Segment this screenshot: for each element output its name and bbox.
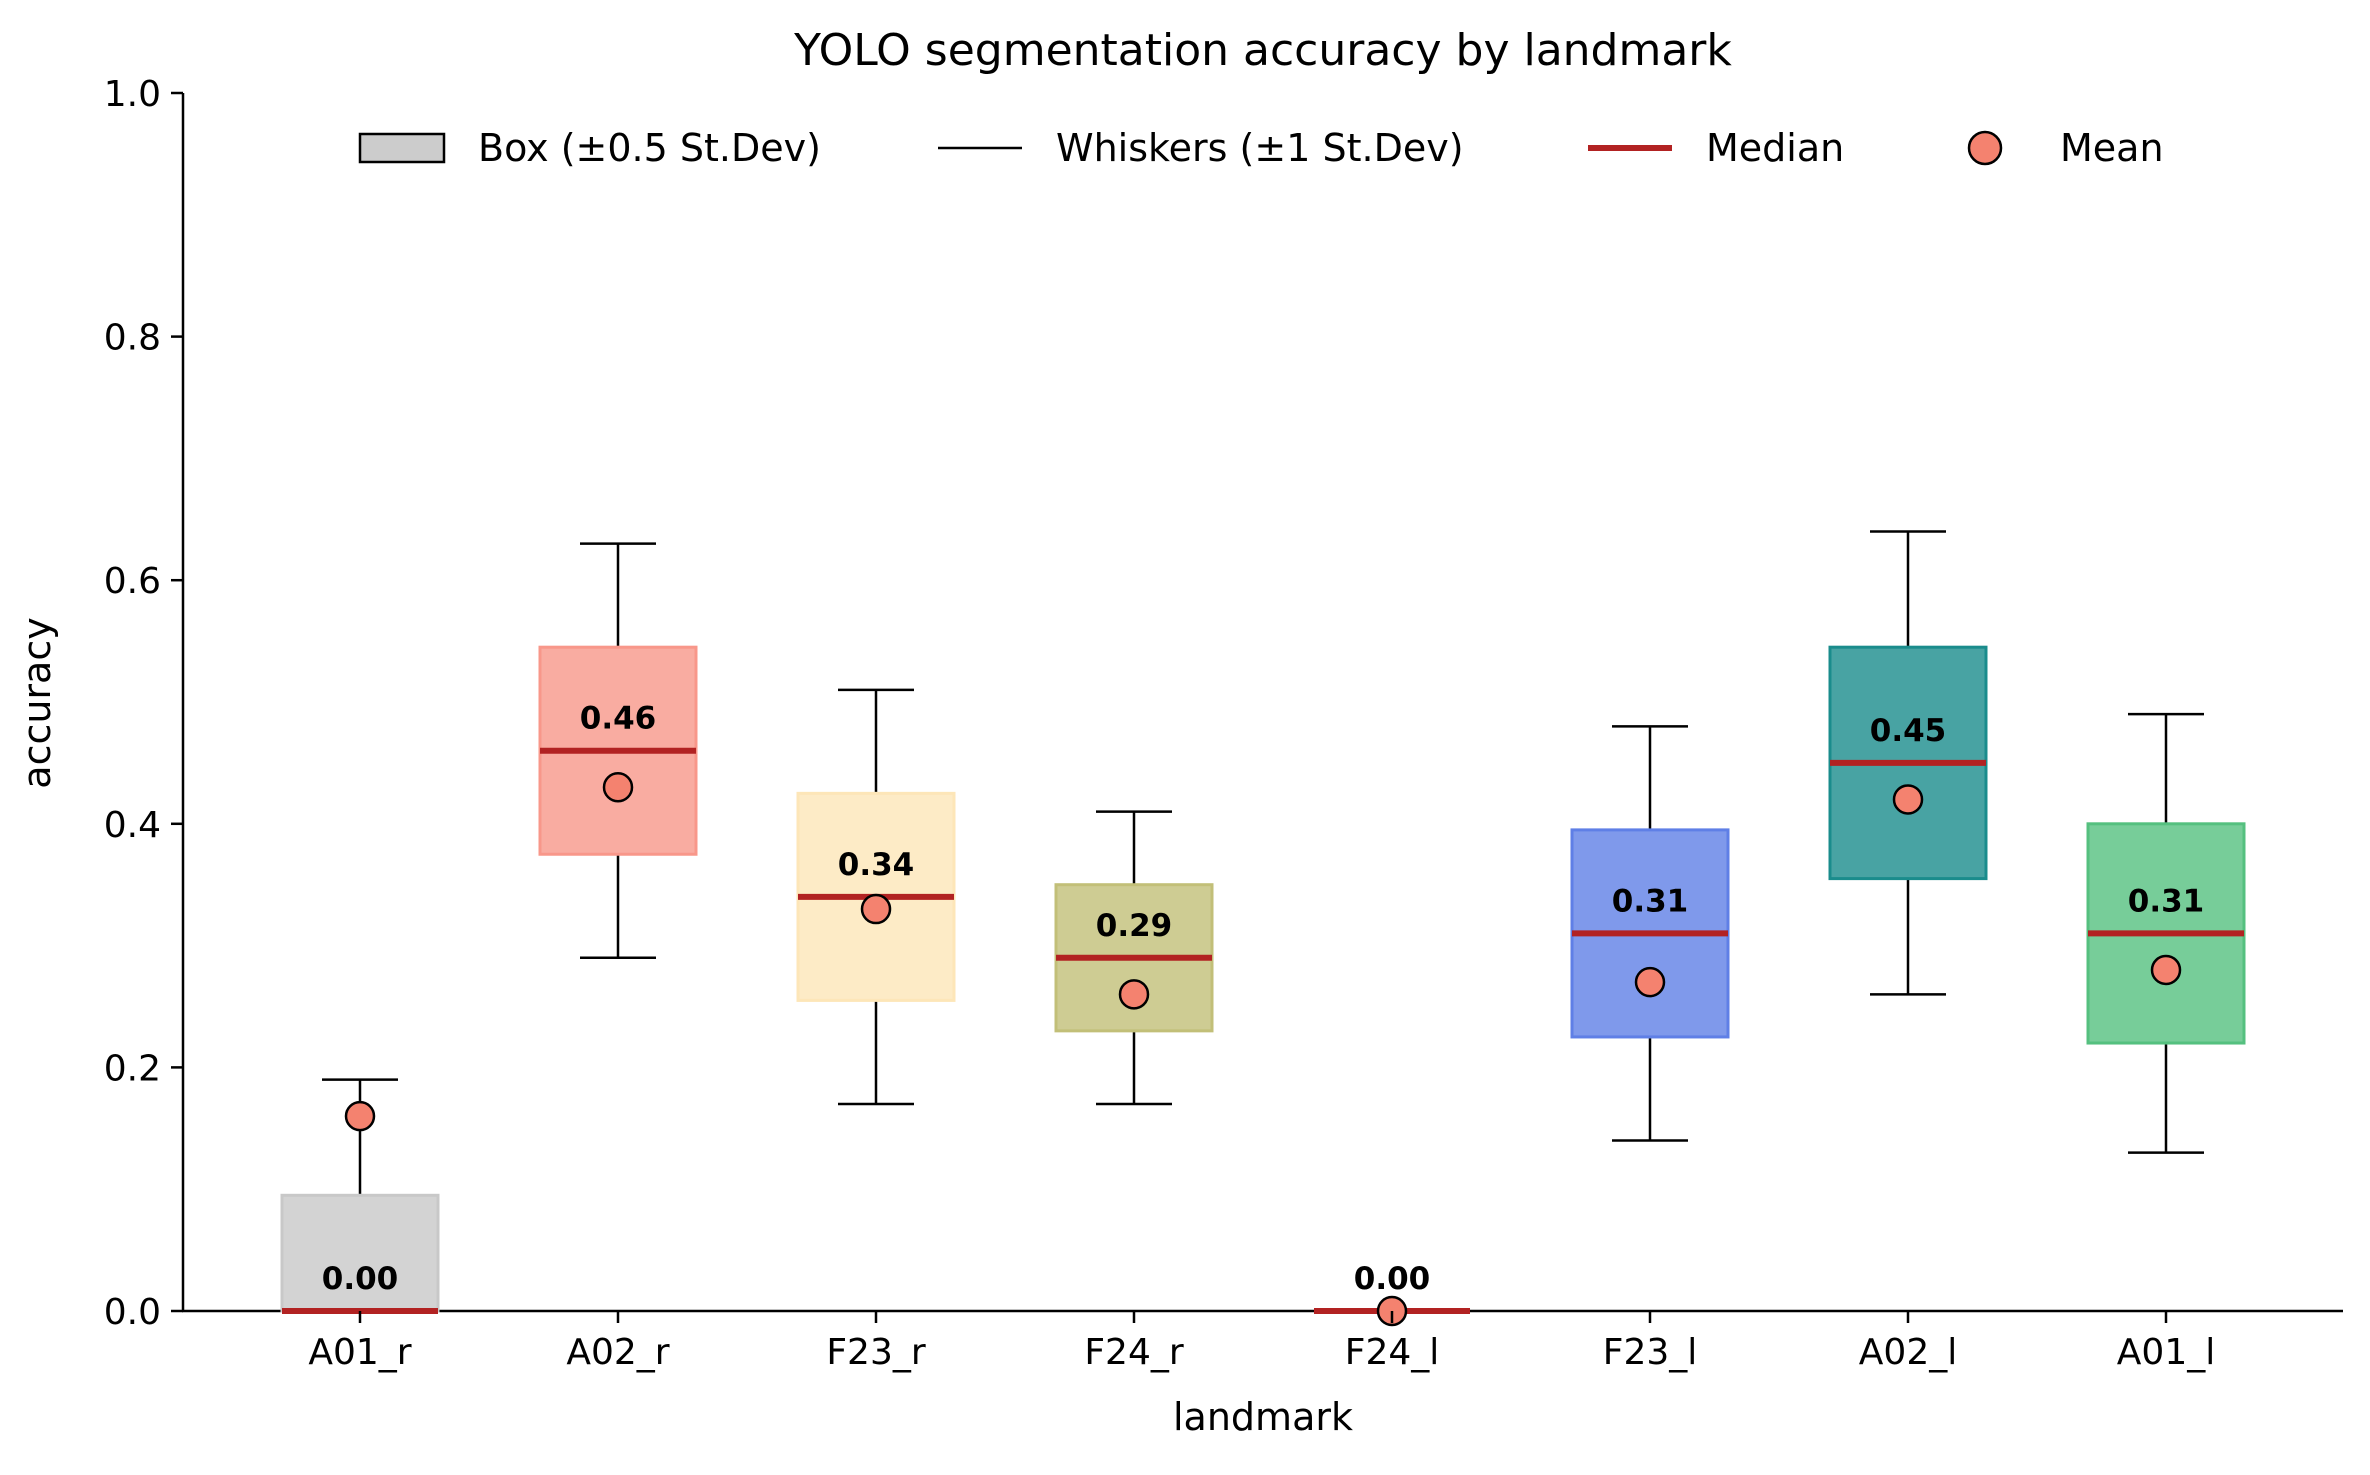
box-group-a01-l: 0.31 A01_l [2086,712,2246,1373]
mean-marker [860,893,892,925]
x-tick-label: A02_r [566,1332,669,1373]
x-tick-label: A02_l [1859,1332,1957,1373]
legend-mean-swatch [1967,130,2003,166]
legend-median-label: Median [1706,126,1844,170]
x-tick-label: F23_l [1603,1332,1698,1373]
legend-mean-label: Mean [2060,126,2164,170]
y-tick-label: 0.2 [104,1048,161,1089]
legend-box-swatch [358,132,446,164]
y-axis-label: accuracy [15,617,59,788]
box-group-a01-r: 0.00 A01_r [280,1078,440,1373]
mean-marker [1634,966,1666,998]
mean-marker [1118,979,1150,1010]
median-value-label: 0.29 [1096,908,1173,944]
median-value-label: 0.31 [2128,883,2205,919]
x-tick-label: F24_l [1345,1332,1440,1373]
mean-marker [2150,954,2182,986]
median-value-label: 0.45 [1870,713,1947,749]
box-group-a02-l: 0.45 A02_l [1828,530,1988,1373]
y-tick-label: 0.8 [104,318,161,359]
box-group-f24-r: 0.29 F24_r [1054,810,1214,1373]
median-value-label: 0.00 [322,1261,399,1297]
legend: Box (±0.5 St.Dev) Whiskers (±1 St.Dev) Med… [358,126,2164,170]
y-tick-label: 1.0 [104,74,161,115]
chart-title: YOLO segmentation accuracy by landmark [793,25,1732,76]
box-group-f23-l: 0.31 F23_l [1570,725,1730,1373]
x-tick-label: A01_l [2117,1332,2215,1373]
median-value-label: 0.34 [838,847,915,883]
plot-area: 0.0 0.2 0.4 0.6 0.8 1.0 0.00 A01_r 0.46 A02_r 0.34… [104,74,2343,1373]
mean-marker [344,1100,376,1132]
box-group-a02-r: 0.46 A02_r [538,542,698,1373]
mean-marker [602,772,634,803]
x-tick-label: F23_r [826,1332,926,1373]
x-tick-label: A01_r [308,1332,411,1373]
mean-marker [1892,784,1924,815]
median-value-label: 0.31 [1612,883,1689,919]
x-axis-label: landmark [1173,1395,1353,1439]
median-value-label: 0.00 [1354,1261,1431,1297]
box-body [280,1193,440,1313]
x-tick-label: F24_r [1084,1332,1184,1373]
median-value-label: 0.46 [580,701,657,737]
box-group-f23-r: 0.34 F23_r [796,688,956,1373]
y-tick-label: 0.4 [104,805,161,846]
y-tick-label: 0.0 [104,1292,161,1333]
legend-box-label: Box (±0.5 St.Dev) [478,126,821,170]
legend-whisker-label: Whiskers (±1 St.Dev) [1056,126,1464,170]
y-tick-label: 0.6 [104,561,161,602]
box-group-f24-l: 0.00 F24_l [1314,1261,1470,1373]
